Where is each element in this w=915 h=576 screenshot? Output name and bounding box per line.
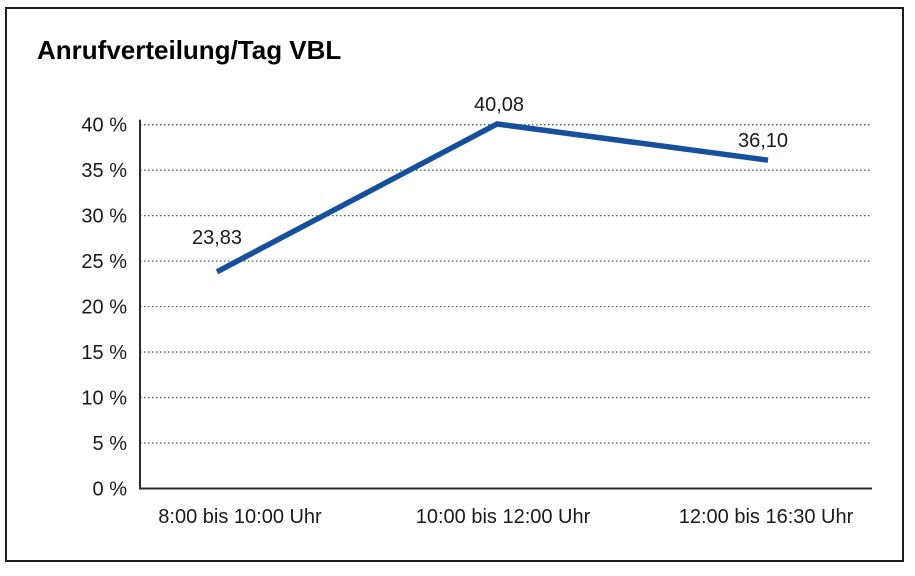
data-point-label: 40,08	[474, 94, 524, 116]
y-tick-label: 15 %	[81, 342, 127, 364]
x-category-label: 8:00 bis 10:00 Uhr	[158, 506, 322, 528]
y-tick-label: 35 %	[81, 160, 127, 182]
data-line	[215, 121, 769, 275]
y-tick-label: 25 %	[81, 251, 127, 273]
data-point-label: 23,83	[192, 227, 242, 249]
chart-title: Anrufverteilung/Tag VBL	[37, 35, 342, 65]
x-category-label: 12:00 bis 16:30 Uhr	[679, 506, 854, 528]
y-tick-label: 10 %	[81, 388, 127, 410]
x-category-label: 10:00 bis 12:00 Uhr	[416, 506, 591, 528]
y-tick-label: 5 %	[93, 433, 128, 455]
y-tick-label: 40 %	[81, 115, 127, 137]
chart-frame: Anrufverteilung/Tag VBL	[5, 7, 904, 562]
y-tick-label: 30 %	[81, 206, 127, 228]
y-tick-label: 20 %	[81, 297, 127, 319]
data-point-label: 36,10	[738, 130, 788, 152]
y-tick-label: 0 %	[93, 479, 128, 501]
